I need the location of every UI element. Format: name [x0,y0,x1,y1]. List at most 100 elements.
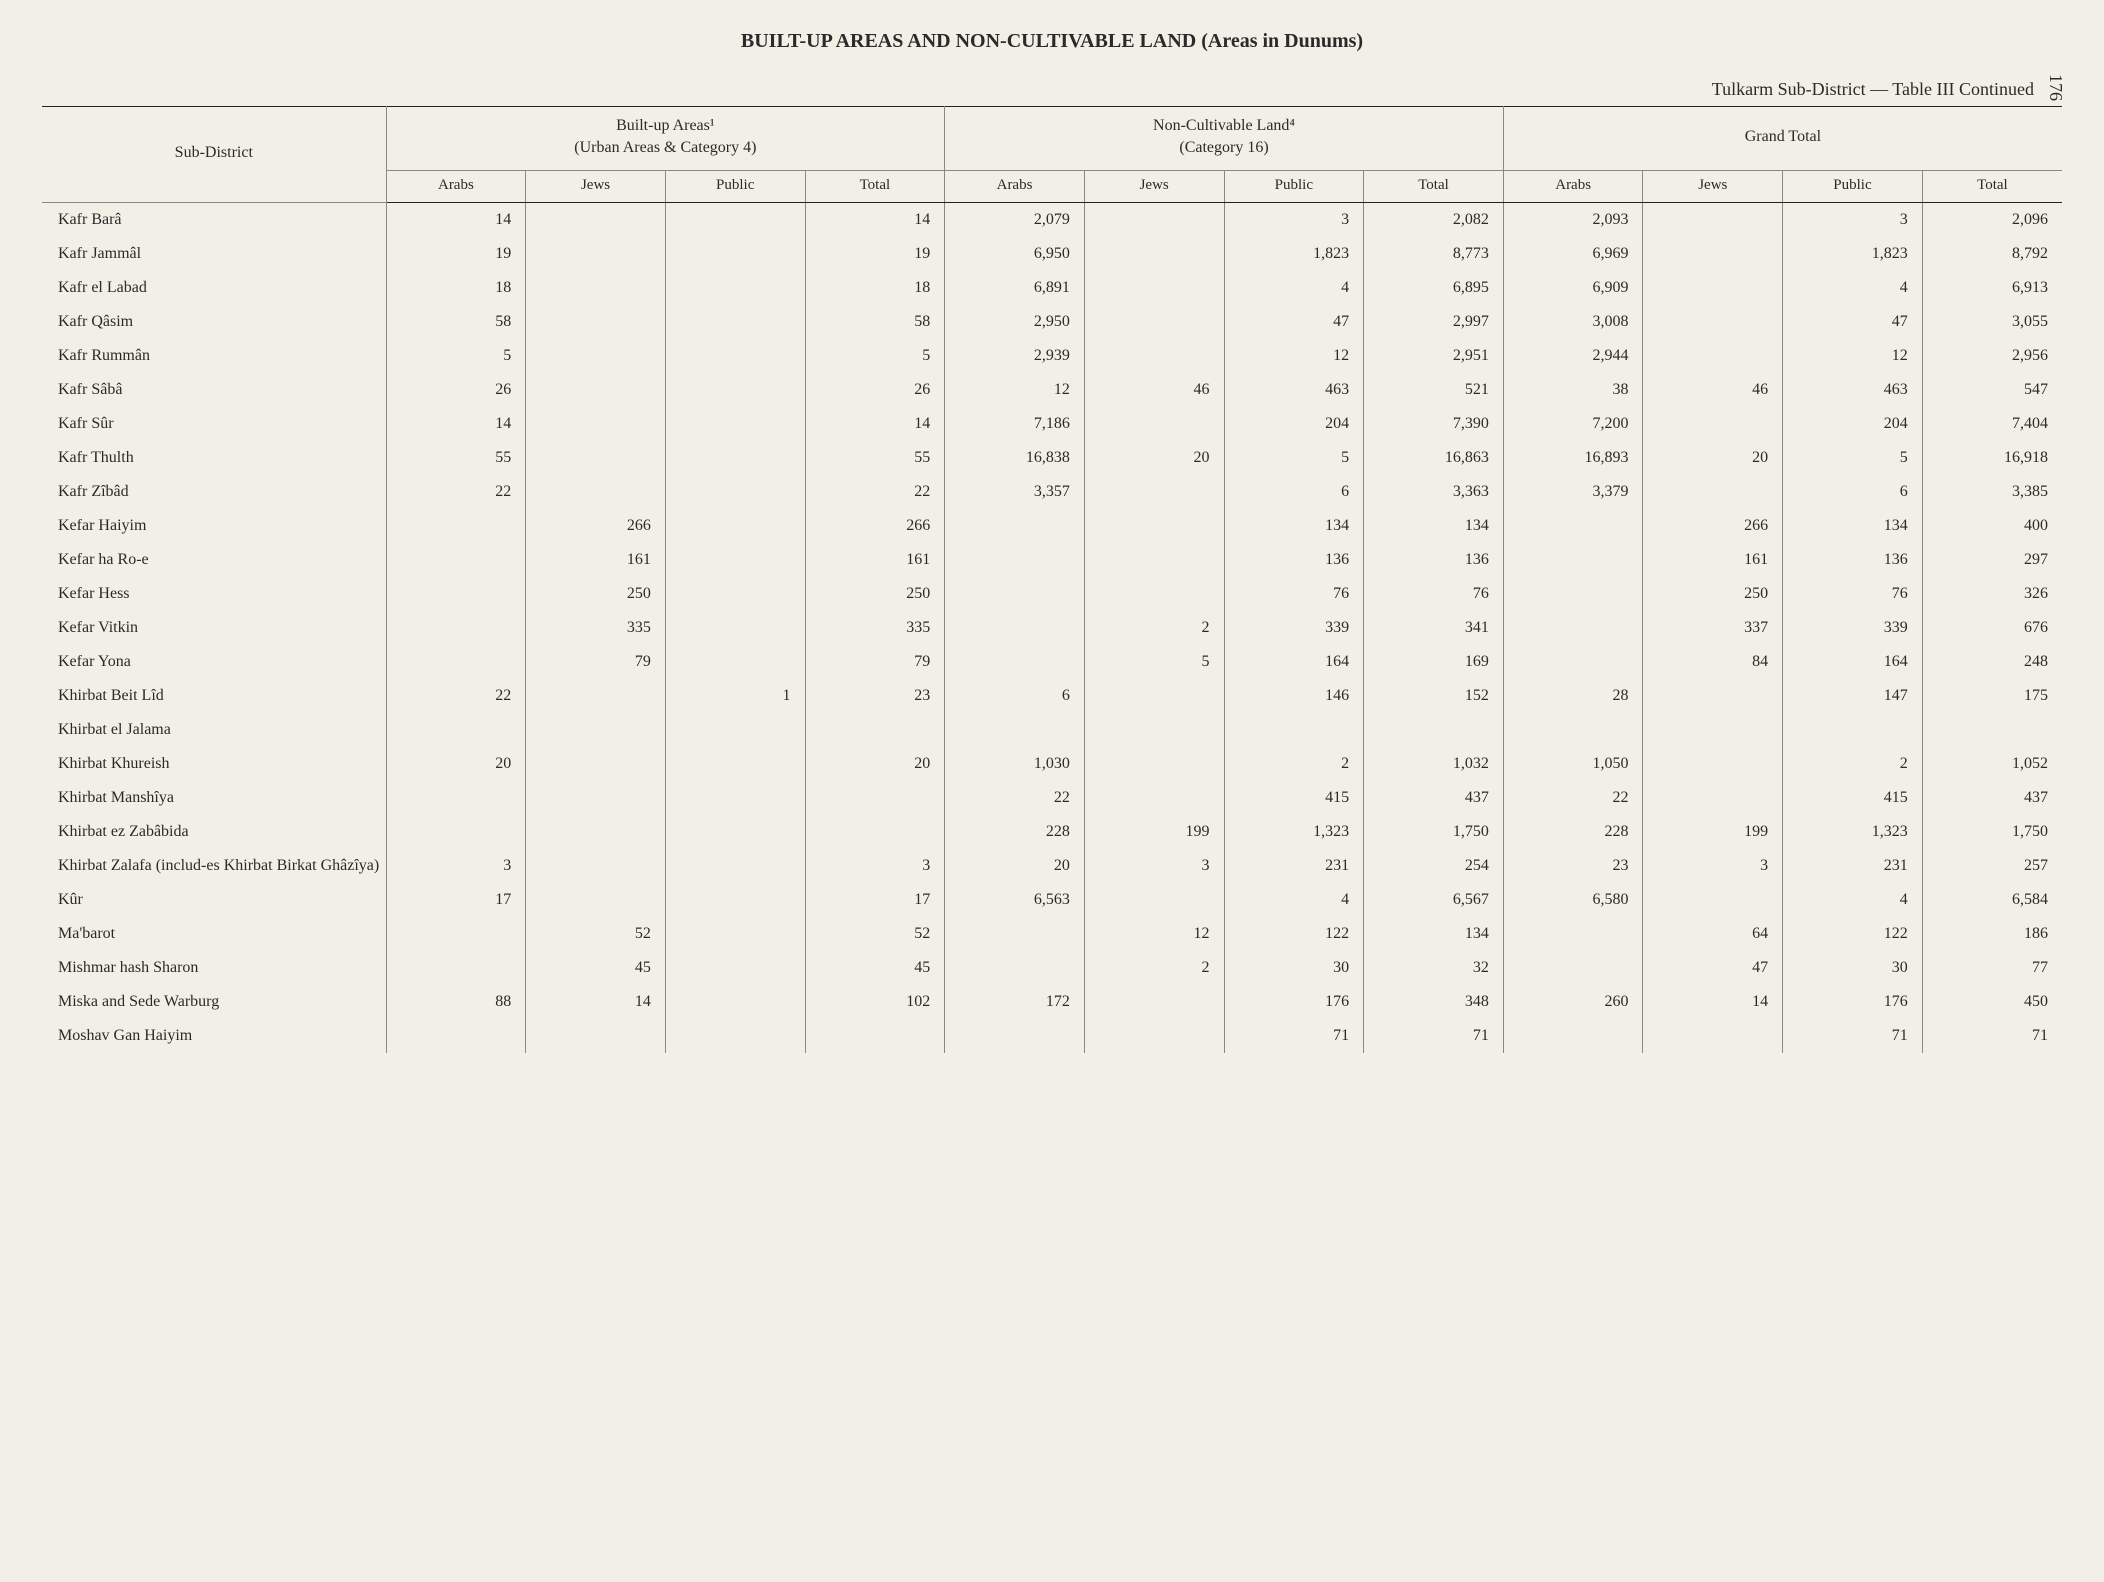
cell: 1,323 [1224,815,1364,849]
cell: 5 [1224,441,1364,475]
cell: 437 [1364,781,1504,815]
cell: 146 [1224,679,1364,713]
header-group-noncultivable: Non-Cultivable Land⁴ (Category 16) [945,107,1504,171]
cell: 88 [386,985,526,1019]
cell [1503,543,1643,577]
page-title: BUILT-UP AREAS AND NON-CULTIVABLE LAND (… [42,30,2062,53]
table-row: Khirbat Manshîya2241543722415437 [42,781,2062,815]
table-row: Kafr el Labad18186,89146,8956,90946,913 [42,271,2062,305]
cell: 38 [1503,373,1643,407]
cell: 77 [1922,951,2062,985]
cell [526,713,666,747]
cell [665,815,805,849]
cell: 134 [1783,509,1923,543]
cell: 6,891 [945,271,1085,305]
table-row: Kûr17176,56346,5676,58046,584 [42,883,2062,917]
cell [665,305,805,339]
cell [1922,713,2062,747]
cell [1503,509,1643,543]
cell [526,271,666,305]
cell [1084,985,1224,1019]
header-col-3: Total [805,171,945,203]
table-row: Kafr Thulth555516,83820516,86316,8932051… [42,441,2062,475]
row-name: Kafr Jammâl [42,237,386,271]
cell: 16,918 [1922,441,2062,475]
cell: 266 [526,509,666,543]
cell: 136 [1783,543,1923,577]
cell [526,339,666,373]
cell [1503,1019,1643,1053]
header-col-0: Arabs [386,171,526,203]
header-group-noncultivable-line2: (Category 16) [1179,139,1268,156]
cell: 46 [1643,373,1783,407]
table-row: Kafr Sâbâ262612464635213846463547 [42,373,2062,407]
cell: 136 [1364,543,1504,577]
cell [1084,713,1224,747]
cell: 6,567 [1364,883,1504,917]
header-col-2: Public [665,171,805,203]
row-name: Ma'barot [42,917,386,951]
table-row: Khirbat el Jalama [42,713,2062,747]
cell [945,611,1085,645]
cell: 7,390 [1364,407,1504,441]
cell [386,1019,526,1053]
cell [1643,339,1783,373]
cell: 3 [1783,203,1923,238]
cell [1084,339,1224,373]
cell: 161 [805,543,945,577]
cell: 52 [526,917,666,951]
row-name: Kefar Hess [42,577,386,611]
cell [945,917,1085,951]
cell: 134 [1364,509,1504,543]
row-name: Kefar ha Ro-e [42,543,386,577]
cell [665,985,805,1019]
cell: 161 [526,543,666,577]
cell: 47 [1783,305,1923,339]
cell [1084,305,1224,339]
cell: 76 [1224,577,1364,611]
cell: 231 [1783,849,1923,883]
cell [1643,747,1783,781]
cell: 6,580 [1503,883,1643,917]
cell: 4 [1224,883,1364,917]
cell: 1,050 [1503,747,1643,781]
table-row: Mishmar hash Sharon454523032473077 [42,951,2062,985]
cell: 45 [805,951,945,985]
cell: 5 [386,339,526,373]
row-name: Khirbat el Jalama [42,713,386,747]
cell [1084,747,1224,781]
cell: 204 [1224,407,1364,441]
cell: 1,032 [1364,747,1504,781]
cell: 463 [1224,373,1364,407]
cell [1224,713,1364,747]
cell: 257 [1922,849,2062,883]
cell: 186 [1922,917,2062,951]
cell [1084,509,1224,543]
cell: 22 [386,475,526,509]
cell: 79 [805,645,945,679]
table-row: Khirbat Khureish20201,03021,0321,05021,0… [42,747,2062,781]
cell: 6,950 [945,237,1085,271]
cell [1503,577,1643,611]
cell: 266 [805,509,945,543]
cell [526,441,666,475]
cell: 84 [1643,645,1783,679]
cell [1084,679,1224,713]
table-row: Kafr Jammâl19196,9501,8238,7736,9691,823… [42,237,2062,271]
cell: 20 [945,849,1085,883]
cell: 6,895 [1364,271,1504,305]
cell [386,645,526,679]
cell: 1,823 [1783,237,1923,271]
cell: 339 [1783,611,1923,645]
cell: 3,385 [1922,475,2062,509]
row-name: Kefar Yona [42,645,386,679]
cell: 3 [805,849,945,883]
cell: 6 [945,679,1085,713]
cell: 348 [1364,985,1504,1019]
cell: 19 [805,237,945,271]
table-row: Moshav Gan Haiyim71717171 [42,1019,2062,1053]
cell [665,203,805,238]
cell [665,781,805,815]
header-col-6: Public [1224,171,1364,203]
cell [386,713,526,747]
